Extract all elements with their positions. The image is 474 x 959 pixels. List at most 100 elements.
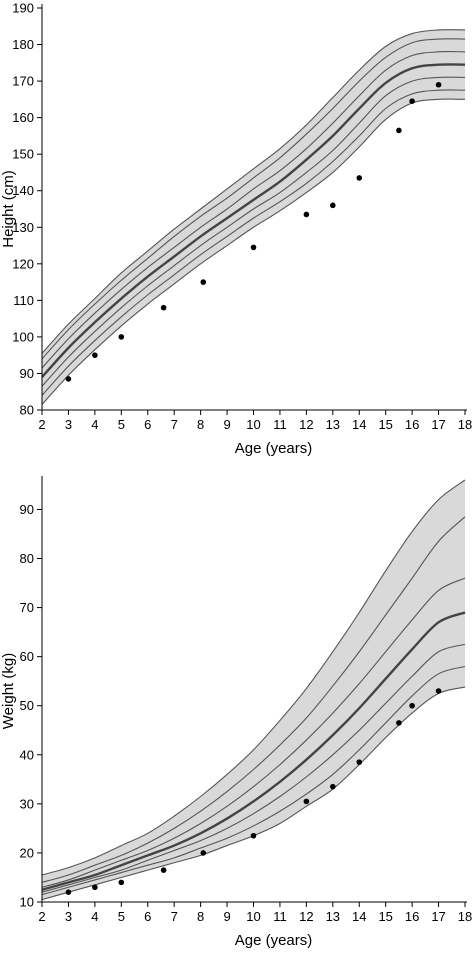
y-tick-label: 170: [12, 74, 34, 89]
x-tick-label: 13: [326, 909, 340, 924]
x-tick-label: 14: [352, 909, 366, 924]
data-point: [200, 850, 207, 856]
y-axis-title: Height (cm): [0, 170, 17, 248]
x-tick-label: 8: [197, 417, 204, 432]
centile-line-median: [41, 63, 466, 378]
x-tick-label: 4: [91, 417, 98, 432]
y-tick-label: 10: [20, 895, 34, 910]
centile-line: [41, 38, 466, 360]
y-tick-label: 140: [12, 183, 34, 198]
y-tick-label: 20: [20, 845, 34, 860]
x-tick-label: 7: [171, 909, 178, 924]
x-tick-label: 11: [273, 909, 287, 924]
x-tick-label: 5: [118, 909, 125, 924]
y-tick-label: 160: [12, 110, 34, 125]
centile-line: [41, 516, 466, 883]
y-tick-label: 80: [20, 403, 34, 418]
data-point: [330, 783, 336, 790]
y-tick-label: 70: [20, 600, 34, 615]
data-point: [118, 334, 125, 340]
centile-band: [42, 480, 465, 900]
y-tick-label: 100: [12, 329, 34, 344]
centile-line: [41, 577, 466, 888]
data-point: [200, 279, 207, 285]
centile-line: [41, 89, 466, 396]
data-point: [303, 798, 310, 805]
centile-line: [41, 643, 466, 893]
x-tick-label: 8: [197, 909, 204, 924]
x-tick-label: 6: [144, 909, 151, 924]
x-tick-label: 3: [65, 417, 72, 432]
data-point: [65, 889, 72, 895]
x-tick-label: 11: [273, 417, 287, 432]
data-point: [396, 127, 402, 134]
data-point: [65, 376, 72, 382]
data-point: [92, 884, 98, 891]
data-point: [250, 832, 257, 839]
x-tick-label: 16: [405, 417, 419, 432]
x-tick-label: 3: [65, 909, 72, 924]
y-tick-label: 60: [20, 649, 34, 664]
y-tick-label: 130: [12, 220, 34, 235]
x-tick-label: 18: [458, 417, 472, 432]
x-tick-label: 17: [431, 417, 445, 432]
centile-line: [41, 51, 466, 369]
data-point: [435, 688, 442, 694]
data-point: [356, 175, 363, 181]
data-point: [303, 211, 310, 218]
x-tick-label: 9: [223, 417, 230, 432]
y-axis-title: Weight (kg): [0, 653, 17, 729]
y-tick-label: 40: [20, 747, 34, 762]
data-point: [92, 352, 98, 358]
x-tick-label: 12: [299, 417, 313, 432]
x-tick-label: 14: [352, 417, 366, 432]
y-tick-label: 180: [12, 37, 34, 52]
height-chart: 2 3 4 5 6 7 8 9 10 11 12 13 14 15 16 17 18 80 90 100 110 120 1…: [0, 1, 472, 458]
centile-line: [41, 479, 466, 876]
weight-chart: 2 3 4 5 6 7 8 9 10 11 12 13 14 15 16 17 18 10 20 30 40 50 60 70…: [0, 476, 472, 949]
x-tick-label: 10: [246, 909, 260, 924]
x-tick-label: 17: [431, 909, 445, 924]
centile-line: [41, 76, 466, 387]
x-tick-label: 15: [378, 417, 392, 432]
data-point: [160, 304, 167, 311]
data-point: [409, 702, 415, 709]
data-point: [409, 98, 415, 104]
x-tick-label: 10: [246, 417, 260, 432]
centile-line: [41, 98, 466, 405]
x-tick-label: 2: [38, 417, 45, 432]
y-tick-label: 190: [12, 1, 34, 16]
y-tick-label: 50: [20, 698, 34, 713]
data-point: [118, 879, 125, 886]
y-tick-label: 90: [20, 502, 34, 517]
x-tick-label: 15: [378, 909, 392, 924]
x-tick-label: 18: [458, 909, 472, 924]
y-tick-label: 110: [13, 293, 34, 308]
centile-line-median: [41, 611, 466, 891]
data-point: [330, 202, 336, 209]
x-axis-title: Age (years): [235, 932, 313, 949]
y-tick-label: 30: [20, 796, 34, 811]
y-tick-label: 90: [20, 366, 34, 381]
x-tick-label: 12: [299, 909, 313, 924]
x-tick-label: 13: [326, 417, 340, 432]
y-tick-label: 150: [12, 147, 34, 162]
y-tick-label: 120: [12, 256, 34, 271]
data-point: [250, 244, 257, 251]
centile-line: [41, 29, 466, 354]
x-axis-title: Age (years): [235, 440, 313, 457]
data-point: [396, 720, 402, 726]
x-tick-label: 2: [38, 909, 45, 924]
x-tick-label: 4: [91, 909, 98, 924]
x-tick-label: 16: [405, 909, 419, 924]
data-point: [356, 759, 363, 765]
centile-line: [41, 665, 466, 896]
y-tick-label: 80: [20, 551, 34, 566]
data-point: [435, 81, 442, 88]
data-point: [160, 867, 167, 873]
x-tick-label: 7: [171, 417, 178, 432]
x-tick-label: 5: [118, 417, 125, 432]
x-tick-label: 6: [144, 417, 151, 432]
x-tick-label: 9: [223, 909, 230, 924]
